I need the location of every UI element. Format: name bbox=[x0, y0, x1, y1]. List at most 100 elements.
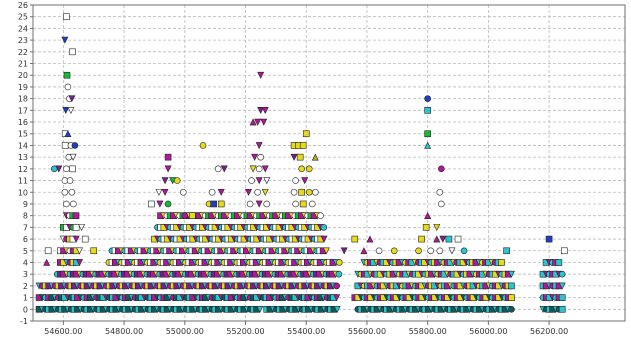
band-marker bbox=[72, 212, 80, 219]
data-point bbox=[390, 247, 398, 255]
data-point bbox=[254, 118, 262, 126]
y-tick-label: 13 bbox=[18, 153, 28, 162]
band-marker bbox=[256, 305, 264, 313]
data-point bbox=[61, 36, 69, 44]
y-tick-label: 16 bbox=[18, 118, 28, 127]
y-tick-label: 24 bbox=[18, 24, 28, 33]
data-point bbox=[424, 107, 431, 114]
data-point bbox=[255, 165, 263, 173]
y-tick-label: 18 bbox=[18, 95, 28, 104]
data-point bbox=[255, 200, 263, 208]
data-point bbox=[299, 142, 307, 149]
data-point bbox=[63, 200, 70, 208]
band-marker bbox=[498, 259, 505, 266]
y-tick-label: 0 bbox=[23, 305, 28, 314]
plot-frame bbox=[32, 4, 626, 322]
data-point bbox=[292, 200, 299, 208]
data-point bbox=[309, 200, 316, 208]
data-point bbox=[560, 247, 568, 255]
data-point bbox=[161, 188, 169, 196]
y-tick-label: 26 bbox=[18, 1, 28, 10]
data-point bbox=[298, 188, 305, 196]
y-tick-label: 11 bbox=[18, 177, 28, 186]
data-point bbox=[179, 188, 187, 196]
data-point bbox=[217, 200, 225, 208]
data-point bbox=[164, 153, 172, 161]
data-point bbox=[70, 200, 77, 208]
data-point bbox=[263, 177, 271, 185]
data-point bbox=[248, 177, 255, 184]
y-tick-label: 9 bbox=[23, 200, 28, 209]
data-point bbox=[78, 224, 86, 232]
data-point bbox=[433, 235, 441, 243]
band-marker bbox=[508, 294, 515, 301]
data-point bbox=[424, 130, 431, 138]
y-tick-label: 15 bbox=[18, 130, 28, 139]
data-point bbox=[445, 235, 453, 243]
data-point bbox=[366, 235, 374, 243]
y-tick-label: 20 bbox=[18, 71, 28, 80]
y-tick-label: 22 bbox=[18, 48, 28, 57]
x-tick-label: 54600.00 bbox=[44, 327, 82, 336]
data-point bbox=[90, 247, 98, 255]
data-point bbox=[422, 224, 430, 231]
band-marker bbox=[335, 259, 343, 266]
data-point bbox=[263, 200, 271, 208]
data-point bbox=[251, 153, 259, 161]
x-tick-label: 55000.00 bbox=[166, 327, 204, 336]
band-marker bbox=[558, 270, 566, 278]
x-tick-label: 56200.00 bbox=[530, 327, 568, 336]
data-point bbox=[245, 188, 253, 196]
band-marker bbox=[320, 224, 328, 231]
x-tick-label: 55600.00 bbox=[348, 327, 386, 336]
band-marker bbox=[333, 305, 341, 313]
band-marker bbox=[333, 282, 340, 290]
data-point bbox=[61, 142, 69, 149]
x-tick-label: 55400.00 bbox=[287, 327, 325, 336]
data-point bbox=[460, 247, 468, 255]
data-point bbox=[312, 188, 319, 196]
data-point bbox=[439, 235, 447, 243]
data-point bbox=[249, 118, 257, 126]
data-point bbox=[246, 200, 254, 208]
data-point bbox=[427, 247, 435, 255]
data-point bbox=[296, 153, 304, 161]
y-axis: -101234567891011121314151617181920212223… bbox=[18, 1, 33, 326]
data-point bbox=[214, 165, 222, 173]
data-point bbox=[436, 247, 444, 255]
data-point bbox=[164, 165, 172, 173]
data-point bbox=[81, 235, 89, 243]
data-point bbox=[424, 141, 432, 149]
data-point bbox=[375, 247, 383, 255]
data-point bbox=[292, 177, 299, 184]
data-point bbox=[43, 258, 51, 266]
band-marker bbox=[76, 259, 84, 267]
y-tick-label: 14 bbox=[18, 141, 28, 150]
data-point bbox=[68, 95, 76, 103]
data-point bbox=[55, 165, 63, 173]
y-tick-label: 25 bbox=[18, 13, 28, 22]
band-marker bbox=[322, 247, 330, 255]
band-marker bbox=[333, 294, 341, 302]
data-point bbox=[340, 247, 348, 255]
data-point bbox=[298, 165, 305, 173]
data-point bbox=[255, 142, 263, 150]
y-tick-label: 23 bbox=[18, 36, 28, 45]
band-marker bbox=[335, 270, 343, 278]
data-point bbox=[261, 107, 269, 115]
data-point bbox=[418, 235, 425, 243]
band-marker bbox=[320, 235, 328, 243]
band-marker bbox=[558, 305, 566, 313]
data-point bbox=[454, 235, 462, 243]
data-point bbox=[199, 142, 207, 149]
data-point bbox=[62, 107, 70, 115]
data-point bbox=[415, 247, 422, 255]
y-tick-label: 1 bbox=[23, 294, 28, 303]
data-point bbox=[261, 165, 269, 173]
data-point bbox=[257, 71, 265, 79]
band-marker bbox=[72, 235, 80, 243]
band-marker bbox=[508, 305, 515, 313]
data-point bbox=[311, 153, 319, 161]
